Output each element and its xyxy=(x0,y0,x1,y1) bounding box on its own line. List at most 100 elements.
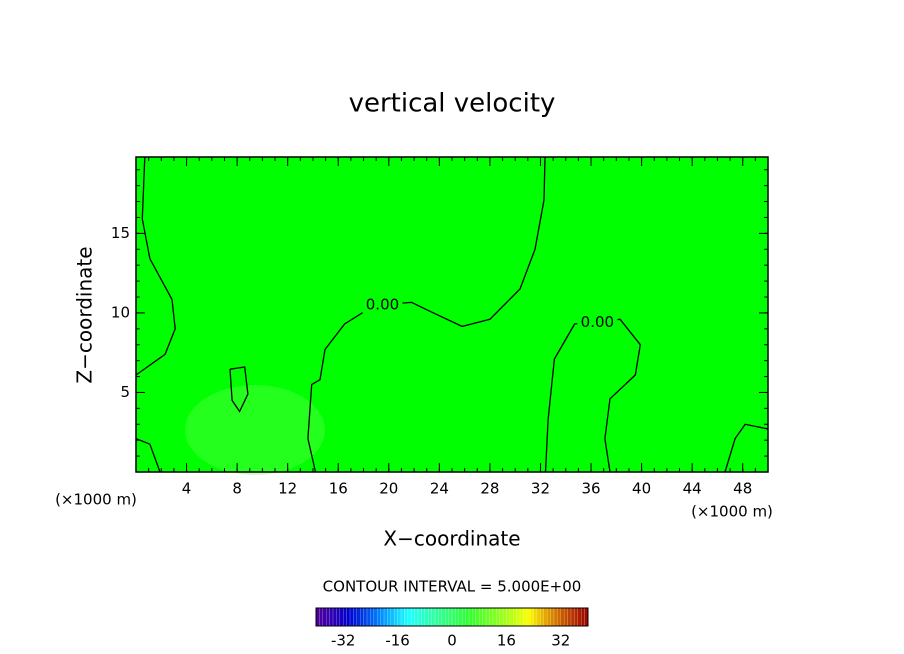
colorbar-swatch xyxy=(397,608,402,626)
contour-line xyxy=(229,366,249,413)
colorbar-swatch xyxy=(428,608,432,626)
contour-label: 0.00 xyxy=(366,295,399,313)
colorbar-swatch xyxy=(537,608,541,626)
contour-line xyxy=(135,156,176,376)
contour-interval: CONTOUR INTERVAL = 5.000E+00 xyxy=(323,578,582,596)
colorbar-swatch xyxy=(523,608,528,626)
colorbar-swatch xyxy=(445,608,449,626)
colorbar-swatch xyxy=(503,608,507,626)
colorbar-swatch xyxy=(448,608,453,626)
x-tick-label: 48 xyxy=(733,480,752,498)
colorbar-swatch xyxy=(356,608,361,626)
colorbar-swatch xyxy=(482,608,487,626)
y-unit-label: (×1000 m) xyxy=(55,491,137,509)
colorbar-swatch xyxy=(424,608,429,626)
colorbar-swatch xyxy=(560,608,565,626)
x-tick-label: 4 xyxy=(182,480,192,498)
colorbar-swatch xyxy=(390,608,395,626)
colorbar-swatch xyxy=(363,608,368,626)
colorbar-swatch xyxy=(462,608,466,626)
colorbar-swatch xyxy=(401,608,405,626)
shading xyxy=(185,385,325,475)
colorbar-swatch xyxy=(574,608,579,626)
colorbar-swatch xyxy=(353,608,358,626)
colorbar-swatch xyxy=(367,608,371,626)
contour-label-bg xyxy=(577,314,618,331)
colorbar-tick-label: 0 xyxy=(447,632,457,650)
colorbar-tick-label: 16 xyxy=(497,632,516,650)
colorbar-swatch xyxy=(387,608,392,626)
colorbar-swatch xyxy=(557,608,562,626)
contour-label-bg xyxy=(362,296,403,313)
contour-line xyxy=(307,156,546,473)
colorbar-swatch xyxy=(452,608,456,626)
colorbar-swatch xyxy=(441,608,446,626)
colorbar-swatch xyxy=(339,608,344,626)
colorbar-swatch xyxy=(571,608,575,626)
colorbar-frame xyxy=(315,607,589,627)
colorbar-swatch xyxy=(496,608,500,626)
colorbar-swatch xyxy=(411,608,415,626)
colorbar-swatch xyxy=(414,608,419,626)
x-unit-label: (×1000 m) xyxy=(691,503,773,521)
colorbar-swatch xyxy=(350,608,354,626)
colorbar-swatch xyxy=(404,608,409,626)
colorbar-swatch xyxy=(479,608,483,626)
colorbar-swatch xyxy=(526,608,531,626)
colorbar-swatch xyxy=(550,608,555,626)
x-tick-label: 36 xyxy=(581,480,600,498)
colorbar-swatch xyxy=(581,608,585,626)
colorbar-swatch xyxy=(530,608,534,626)
colorbar-swatch xyxy=(322,608,327,626)
colorbar-swatch xyxy=(584,608,589,626)
colorbar-swatch xyxy=(567,608,572,626)
colorbar-swatch xyxy=(438,608,443,626)
colorbar-swatch xyxy=(333,608,337,626)
colorbar-swatch xyxy=(516,608,521,626)
colorbar-swatch xyxy=(346,608,351,626)
colorbar-swatch xyxy=(329,608,334,626)
colorbar-swatch xyxy=(465,608,470,626)
plot-fill xyxy=(136,157,768,472)
x-tick-label: 12 xyxy=(278,480,297,498)
colorbar-swatch xyxy=(326,608,330,626)
colorbar-tick-label: 32 xyxy=(551,632,570,650)
colorbar-swatch xyxy=(431,608,436,626)
x-tick-label: 44 xyxy=(683,480,702,498)
y-tick-label: 5 xyxy=(120,383,130,401)
colorbar-swatch xyxy=(380,608,385,626)
colorbar-swatch xyxy=(564,608,568,626)
colorbar-swatch xyxy=(509,608,514,626)
chart-title: vertical velocity xyxy=(349,89,556,119)
colorbar-swatch xyxy=(489,608,494,626)
colorbar-swatch xyxy=(469,608,473,626)
colorbar-tick-label: -32 xyxy=(331,632,356,650)
colorbar-swatch xyxy=(513,608,517,626)
y-axis-label: Z−coordinate xyxy=(73,246,97,383)
x-tick-label: 40 xyxy=(632,480,651,498)
colorbar-swatch xyxy=(492,608,497,626)
colorbar-swatch xyxy=(475,608,480,626)
colorbar-swatch xyxy=(540,608,545,626)
x-tick-label: 8 xyxy=(232,480,242,498)
colorbar-swatch xyxy=(547,608,551,626)
x-tick-label: 20 xyxy=(379,480,398,498)
x-tick-label: 24 xyxy=(430,480,449,498)
colorbar-swatch xyxy=(384,608,388,626)
colorbar-swatch xyxy=(373,608,378,626)
x-tick-label: 16 xyxy=(329,480,348,498)
colorbar-swatch xyxy=(554,608,558,626)
x-axis-label: X−coordinate xyxy=(383,527,520,551)
colorbar-swatch xyxy=(506,608,511,626)
contour-line xyxy=(135,437,161,473)
colorbar-swatch xyxy=(377,608,381,626)
colorbar-swatch xyxy=(435,608,439,626)
x-tick-label: 28 xyxy=(480,480,499,498)
colorbar-swatch xyxy=(336,608,341,626)
contour-line xyxy=(724,423,769,473)
colorbar-swatch xyxy=(577,608,582,626)
colorbar-tick-label: -16 xyxy=(385,632,410,650)
x-tick-label: 32 xyxy=(531,480,550,498)
contour-label: 0.00 xyxy=(581,313,614,331)
